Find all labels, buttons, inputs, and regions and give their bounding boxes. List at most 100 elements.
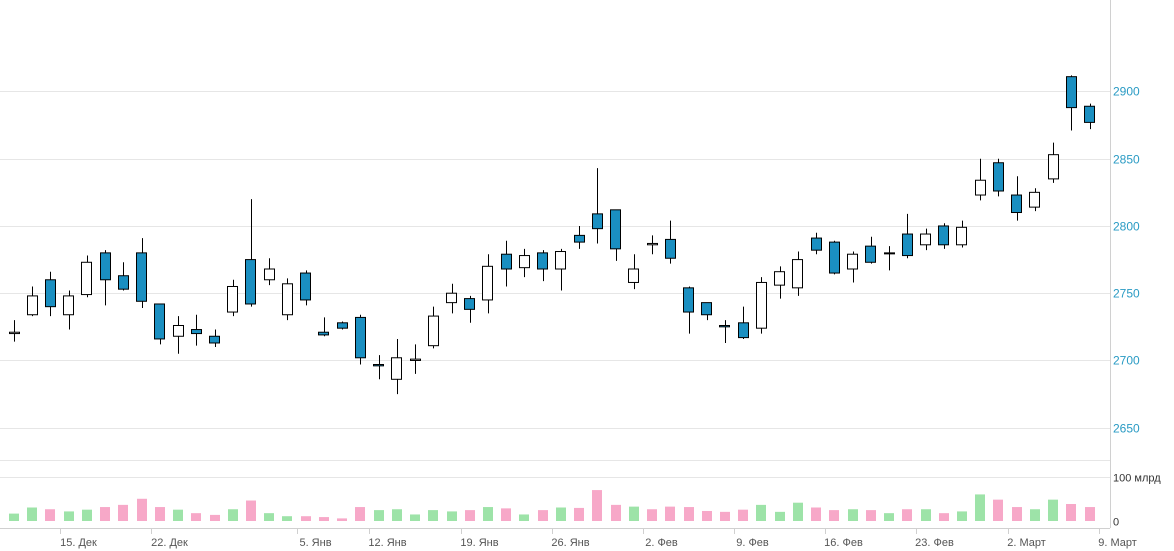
candlestick	[665, 220, 676, 264]
price-tick-label: 2800	[1113, 220, 1140, 234]
candle-body-down	[373, 364, 384, 367]
volume-bar	[519, 514, 529, 521]
candlestick	[81, 255, 92, 298]
candle-body-up	[482, 265, 493, 301]
candle-body-down	[1011, 194, 1022, 214]
candle-body-down	[683, 287, 694, 313]
candlestick	[592, 168, 603, 244]
candle-body-up	[1048, 154, 1059, 180]
candle-body-up	[63, 295, 74, 316]
candlestick	[1066, 75, 1077, 131]
volume-bar	[374, 510, 384, 521]
candle-body-up	[555, 251, 566, 270]
candlestick	[227, 279, 238, 317]
candlestick	[938, 223, 949, 249]
volume-bar	[902, 509, 912, 521]
candle-body-down	[154, 303, 165, 340]
date-tick-label: 19. Янв	[460, 537, 498, 549]
candle-body-up	[956, 226, 967, 246]
candle-body-down	[355, 316, 366, 359]
candlestick	[1048, 142, 1059, 183]
candlestick	[428, 306, 439, 349]
candle-body-up	[1029, 191, 1040, 208]
candlestick	[555, 248, 566, 291]
volume-bar	[410, 514, 420, 521]
candle-body-up	[81, 261, 92, 296]
candle-body-down	[738, 322, 749, 339]
candlestick	[355, 314, 366, 365]
volume-tick-label: 100 млрд	[1113, 473, 1161, 485]
candle-body-up	[428, 315, 439, 347]
candle-body-up	[920, 233, 931, 246]
candlestick	[993, 158, 1004, 197]
candlestick	[719, 320, 730, 343]
volume-bar	[592, 490, 602, 521]
candlestick	[902, 213, 913, 259]
volume-bar	[501, 508, 511, 521]
volume-bar	[975, 494, 985, 521]
candlestick	[209, 329, 220, 348]
date-tick-label: 5. Янв	[299, 537, 331, 549]
volume-bar	[246, 500, 256, 521]
candle-body-up	[446, 292, 457, 304]
candle-body-down	[1066, 76, 1077, 109]
candlestick	[482, 254, 493, 314]
candlestick	[391, 338, 402, 395]
candlestick	[1011, 176, 1022, 221]
price-tick-label: 2700	[1113, 354, 1140, 368]
price-gridlines	[0, 0, 1111, 529]
date-tick-label: 9. Фев	[736, 537, 769, 549]
candlestick	[410, 344, 421, 374]
candle-body-down	[719, 324, 730, 328]
volume-bar	[1030, 509, 1040, 521]
candle-body-down	[300, 272, 311, 301]
candle-body-up	[975, 179, 986, 196]
volume-bar	[556, 507, 566, 521]
volume-bar	[355, 507, 365, 521]
volume-bar	[665, 506, 675, 521]
candlestick	[300, 270, 311, 306]
date-tick-label: 22. Дек	[151, 537, 188, 549]
candle-body-down	[136, 252, 147, 302]
candle-body-up	[27, 295, 38, 316]
volume-bar	[629, 506, 639, 521]
volume-bar	[1066, 504, 1076, 521]
candle-body-down	[337, 322, 348, 329]
candle-body-down	[191, 329, 202, 335]
volume-bar	[228, 509, 238, 521]
candle-body-down	[865, 245, 876, 263]
volume-bar	[939, 513, 949, 521]
volume-bar	[538, 510, 548, 521]
candle-body-down	[45, 279, 56, 308]
candle-body-down	[829, 241, 840, 274]
candlestick	[847, 251, 858, 283]
candlestick	[647, 235, 658, 255]
candle-body-down	[537, 252, 548, 270]
candle-body-down	[701, 302, 712, 316]
volume-bar	[811, 507, 821, 521]
candlestick	[501, 240, 512, 287]
volume-bar	[738, 509, 748, 521]
candlestick	[537, 250, 548, 282]
candle-body-down	[100, 252, 111, 281]
volume-bar	[866, 510, 876, 521]
candle-body-down	[993, 162, 1004, 192]
volume-bar	[829, 510, 839, 521]
candlestick	[118, 262, 129, 291]
candlestick	[173, 316, 184, 354]
volume-bar	[447, 511, 457, 521]
price-tick-label: 2900	[1113, 85, 1140, 99]
price-tick-label: 2750	[1113, 287, 1140, 301]
candle-body-up	[410, 358, 421, 361]
candle-body-down	[245, 259, 256, 305]
candle-body-down	[938, 225, 949, 246]
candle-body-down	[464, 298, 475, 310]
candlestick	[45, 271, 56, 317]
volume-bar	[957, 511, 967, 521]
candle-body-up	[847, 253, 858, 270]
candle-body-up	[647, 242, 658, 246]
candlestick	[1084, 103, 1095, 130]
volume-bar	[210, 514, 220, 521]
volume-bar	[848, 509, 858, 521]
